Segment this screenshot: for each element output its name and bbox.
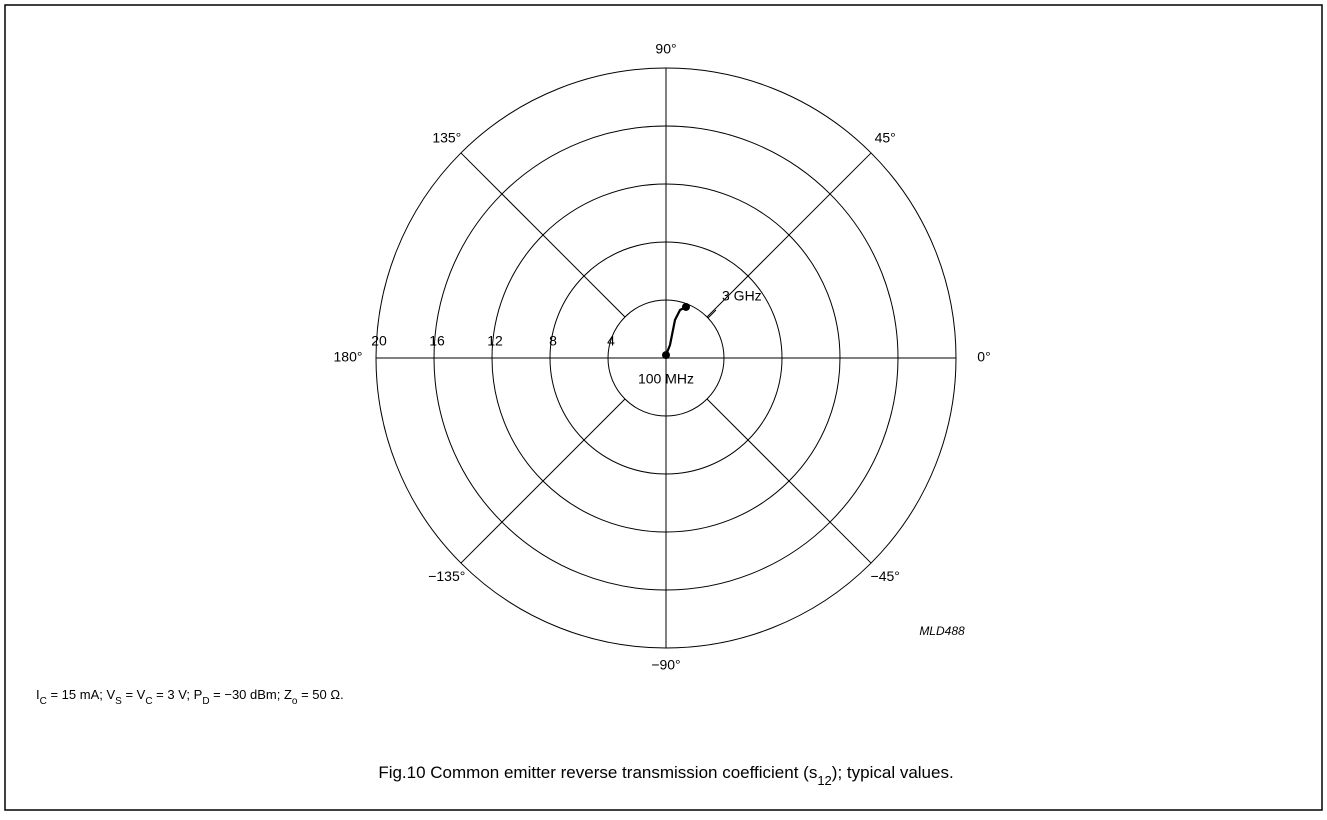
curve <box>664 305 687 356</box>
text-run: = 3 V; P <box>153 687 203 702</box>
r-tick-label: 4 <box>607 333 615 349</box>
end-dot <box>662 351 670 360</box>
subscript: o <box>292 696 298 707</box>
angle-tick-label: 90° <box>655 41 676 57</box>
angle-tick-label: 45° <box>875 130 896 146</box>
text-run: = V <box>122 687 146 702</box>
figure-code: MLD488 <box>919 624 965 638</box>
text-run: = 15 mA; V <box>47 687 116 702</box>
spoke <box>706 398 872 564</box>
angle-tick-label: −45° <box>871 568 900 584</box>
r-tick-label: 8 <box>549 333 557 349</box>
angle-tick-label: −90° <box>651 657 680 673</box>
angle-tick-label: 180° <box>334 349 363 365</box>
r-tick-label: 20 <box>371 333 387 349</box>
angle-tick-label: 0° <box>977 349 990 365</box>
frame <box>4 4 1323 811</box>
text-run: ); typical values. <box>832 763 954 782</box>
text-run: I <box>36 687 40 702</box>
text-run: = −30 dBm; Z <box>210 687 292 702</box>
end-dot <box>681 302 690 311</box>
angle-tick-label: 135° <box>432 130 461 146</box>
subscript: C <box>145 696 152 707</box>
r-tick-label: 16 <box>429 333 445 349</box>
spoke <box>706 152 872 318</box>
spoke <box>460 398 626 564</box>
caption: Fig.10 Common emitter reverse transmissi… <box>378 763 953 787</box>
subscript: S <box>115 696 122 707</box>
subscript: D <box>202 696 209 707</box>
r-tick-label: 12 <box>487 333 503 349</box>
spoke <box>460 152 626 318</box>
text-run: Fig.10 Common emitter reverse transmissi… <box>378 763 817 782</box>
leader <box>707 309 717 319</box>
text-run: = 50 Ω. <box>297 687 343 702</box>
angle-tick-label: −135° <box>428 568 465 584</box>
annotation: 100 MHz <box>638 371 694 387</box>
note: IC = 15 mA; VS = VC = 3 V; PD = −30 dBm;… <box>36 687 344 707</box>
annotation: 3 GHz <box>722 288 762 304</box>
subscript: C <box>40 696 47 707</box>
subscript: 12 <box>817 773 831 788</box>
